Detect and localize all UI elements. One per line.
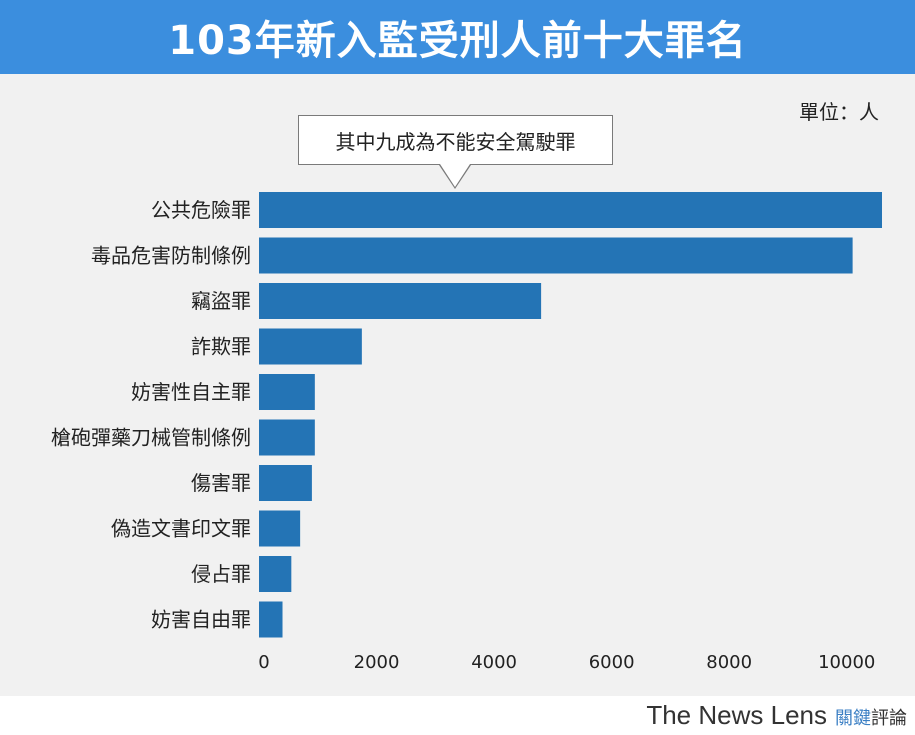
bar-5 xyxy=(259,419,315,456)
brand-logo: The News Lens 關鍵評論 xyxy=(646,700,907,731)
bar-9 xyxy=(259,601,283,638)
category-label-9: 妨害自由罪 xyxy=(151,608,251,632)
x-tick-label-0: 0 xyxy=(258,652,269,673)
category-label-2: 竊盜罪 xyxy=(191,289,251,313)
bar-4 xyxy=(259,374,315,410)
category-label-8: 侵占罪 xyxy=(191,562,251,586)
x-tick-label-1: 2000 xyxy=(354,652,400,673)
callout-pointer-fill xyxy=(440,164,470,187)
bar-6 xyxy=(259,465,312,501)
x-tick-label-2: 4000 xyxy=(471,652,517,673)
brand-name-zh-highlight: 關鍵 xyxy=(835,708,871,729)
brand-name-en: The News Lens xyxy=(646,700,827,730)
x-tick-label-4: 8000 xyxy=(706,652,752,673)
bar-7 xyxy=(259,510,301,547)
title-bar: 103年新入監受刑人前十大罪名 xyxy=(0,0,915,74)
category-label-6: 傷害罪 xyxy=(191,471,251,495)
x-tick-label-5: 10000 xyxy=(818,652,875,673)
category-label-4: 妨害性自主罪 xyxy=(131,380,251,404)
bar-8 xyxy=(259,556,292,592)
category-label-5: 槍砲彈藥刀械管制條例 xyxy=(51,426,251,450)
brand-name-zh: 關鍵評論 xyxy=(835,704,907,730)
category-label-7: 偽造文書印文罪 xyxy=(111,517,251,541)
callout-text: 其中九成為不能安全駕駛罪 xyxy=(335,129,576,154)
category-label-0: 公共危險罪 xyxy=(151,198,251,222)
bar-1 xyxy=(259,237,853,274)
bar-3 xyxy=(259,328,362,365)
unit-label: 單位：人 xyxy=(799,100,879,124)
category-label-3: 詐欺罪 xyxy=(191,335,251,359)
callout-box: 其中九成為不能安全駕駛罪 xyxy=(298,115,613,165)
x-tick-label-3: 6000 xyxy=(589,652,635,673)
brand-name-zh-rest: 評論 xyxy=(871,708,907,729)
bar-0 xyxy=(259,192,882,228)
bar-2 xyxy=(259,283,542,319)
chart-title: 103年新入監受刑人前十大罪名 xyxy=(168,18,747,64)
category-label-1: 毒品危害防制條例 xyxy=(91,244,251,268)
